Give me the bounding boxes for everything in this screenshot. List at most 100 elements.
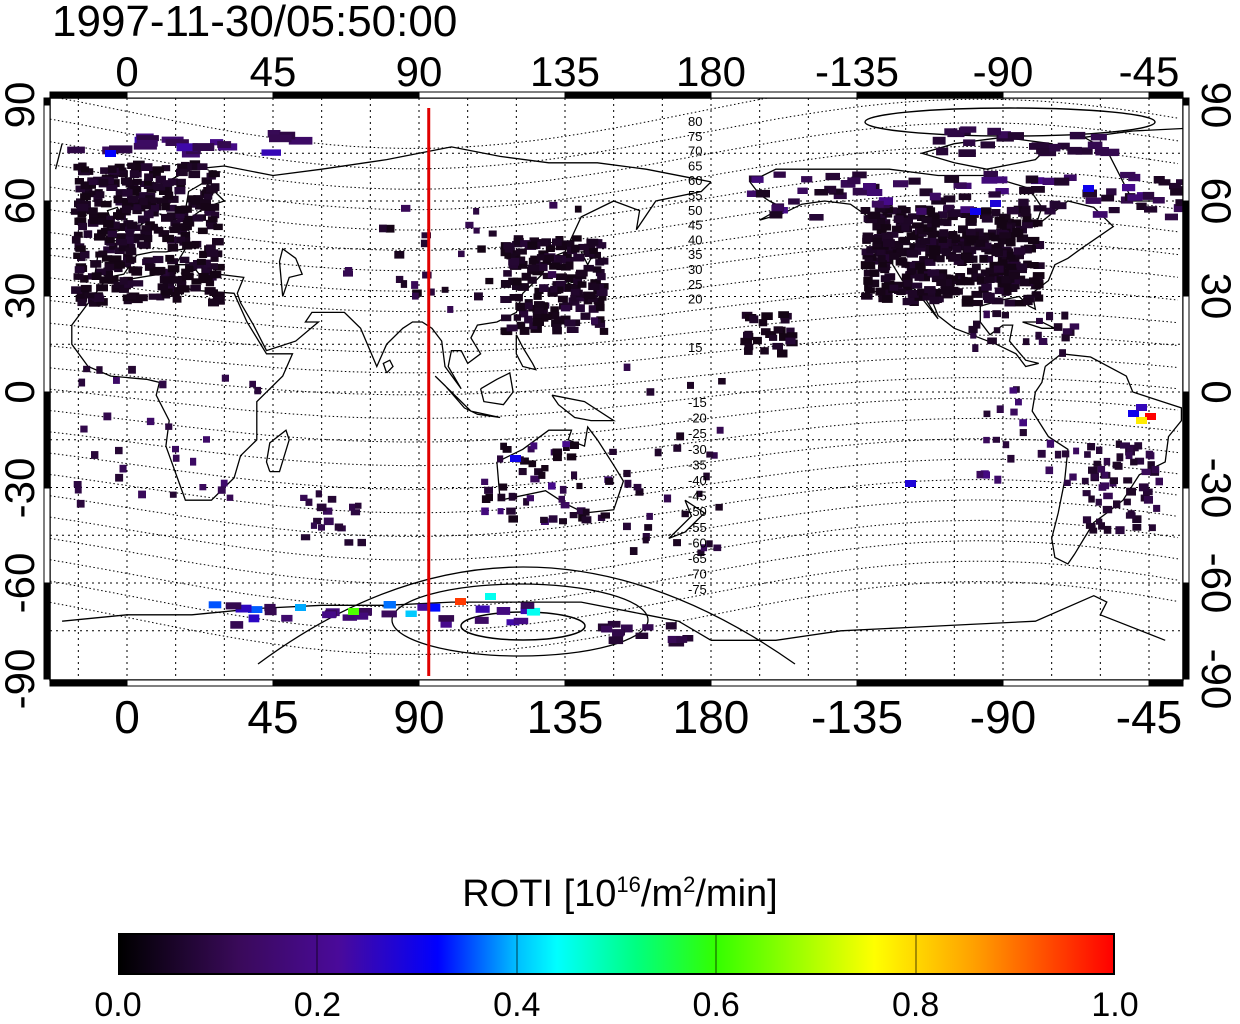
contour-label: 40 (688, 232, 702, 247)
roti-cell (970, 332, 977, 339)
colorbar-title: ROTI [1016/m2/min] (462, 872, 778, 915)
coast-philippines (515, 334, 538, 371)
roti-cell (573, 294, 585, 302)
frame-bar-bottom (1002, 679, 1150, 687)
roti-cell (1151, 466, 1160, 474)
roti-cell (939, 229, 949, 237)
roti-cell (665, 622, 677, 630)
roti-cell (1006, 251, 1016, 260)
roti-cell (1029, 277, 1040, 284)
roti-cell (997, 279, 1008, 288)
contour-line (50, 311, 1179, 353)
roti-cell (254, 386, 262, 395)
longitude-label: 0 (115, 48, 138, 95)
roti-cell (520, 457, 529, 465)
roti-cell (786, 327, 795, 335)
roti-cell (996, 276, 1005, 283)
roti-cell (350, 509, 361, 516)
longitude-label: 180 (673, 691, 750, 743)
roti-cell (1130, 458, 1138, 466)
roti-cell (872, 241, 882, 248)
roti-cell (1175, 199, 1183, 207)
roti-cell (520, 602, 535, 609)
roti-cell (982, 292, 995, 301)
roti-cell (963, 139, 976, 147)
roti-cell (896, 288, 906, 296)
roti-cell (1032, 219, 1043, 227)
roti-cell (535, 263, 548, 272)
roti-cell (230, 621, 244, 629)
contour-line (50, 240, 1179, 292)
roti-cell (526, 495, 534, 502)
roti-cell (566, 326, 579, 333)
roti-cell (405, 610, 417, 617)
roti-cell (70, 208, 82, 215)
roti-cell (1132, 515, 1142, 523)
roti-cell (199, 198, 211, 207)
roti-cell (1010, 408, 1018, 416)
contour-line (50, 98, 1179, 170)
roti-cell (682, 635, 694, 642)
roti-cell (922, 294, 934, 301)
roti-cell (548, 311, 560, 320)
roti-cell (871, 200, 884, 208)
coast-arabia-caspian (278, 247, 304, 297)
roti-cell (771, 205, 784, 213)
roti-cell (874, 205, 886, 213)
roti-cell (753, 336, 762, 345)
roti-cell (560, 502, 570, 509)
roti-cell (411, 281, 419, 289)
roti-cell (261, 149, 281, 156)
roti-cell (504, 252, 511, 259)
roti-cell (758, 319, 768, 327)
roti-cell (999, 213, 1011, 220)
roti-cell (106, 215, 115, 224)
longitude-label: -135 (811, 691, 903, 743)
roti-cell (220, 479, 228, 487)
roti-cell (100, 200, 112, 208)
roti-cell (761, 312, 773, 320)
roti-cell (663, 494, 672, 503)
roti-cell (1069, 323, 1080, 330)
roti-cell (1084, 451, 1091, 458)
frame-bar-right (1182, 295, 1190, 393)
roti-cell (115, 239, 127, 246)
roti-cell (718, 378, 726, 385)
roti-cell (1069, 473, 1077, 481)
roti-cell (896, 248, 905, 257)
frame-bar-bottom (710, 679, 858, 687)
roti-cell (866, 246, 879, 254)
roti-cell (1114, 463, 1123, 470)
roti-cell (327, 495, 337, 503)
roti-cell (696, 490, 703, 497)
roti-cell (221, 374, 229, 382)
roti-cell (814, 189, 829, 196)
roti-cell (518, 260, 528, 269)
roti-cell (91, 272, 102, 280)
roti-cell (607, 620, 621, 628)
roti-cell (210, 139, 224, 146)
roti-cell (119, 285, 129, 293)
roti-cell (148, 204, 159, 212)
contour-line (50, 519, 1179, 585)
roti-cell (167, 243, 179, 252)
roti-cell (182, 220, 195, 227)
roti-cell (188, 241, 200, 249)
roti-cell (412, 292, 419, 300)
roti-cell (801, 176, 813, 183)
roti-cell (417, 603, 430, 611)
roti-cell (562, 251, 572, 258)
roti-cell (975, 239, 986, 247)
roti-cell (110, 255, 122, 262)
roti-cell (1036, 148, 1050, 155)
roti-cell (148, 293, 159, 300)
roti-cell (143, 235, 153, 243)
colorbar-tick-label: 0.8 (891, 986, 940, 1024)
roti-cell (73, 273, 84, 280)
frame-bar-right (1182, 200, 1190, 297)
frame-bar-top (1148, 91, 1184, 99)
roti-cell (358, 608, 372, 616)
roti-cell (1011, 219, 1022, 227)
roti-cell (877, 255, 886, 262)
roti-cell (1019, 419, 1027, 427)
